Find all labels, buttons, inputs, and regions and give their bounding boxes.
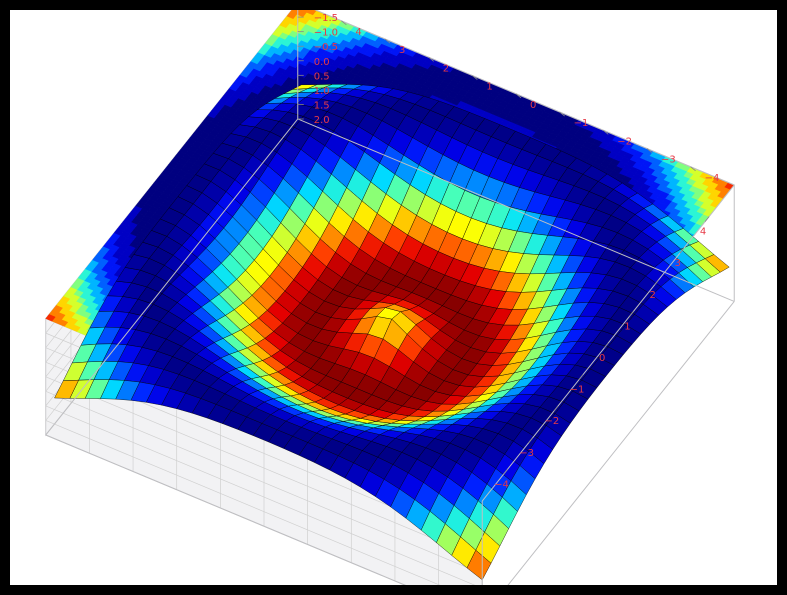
svg-text:1: 1 [486, 82, 492, 93]
surface-3d-plot: −4−3−2−101234−4−3−2−101234−2.0−1.5−1.0−0… [10, 10, 777, 585]
svg-text:2: 2 [443, 63, 449, 74]
svg-text:4: 4 [700, 227, 706, 238]
svg-text:−2: −2 [617, 136, 632, 147]
svg-text:4: 4 [355, 27, 361, 38]
svg-text:−1: −1 [574, 118, 589, 129]
svg-text:3: 3 [399, 45, 405, 56]
svg-text:0: 0 [599, 353, 605, 364]
plot-frame: −4−3−2−101234−4−3−2−101234−2.0−1.5−1.0−0… [10, 10, 777, 585]
svg-text:1: 1 [624, 321, 630, 332]
svg-text:−1: −1 [570, 385, 585, 396]
svg-text:−3: −3 [661, 155, 676, 166]
svg-text:1.5: 1.5 [314, 100, 330, 111]
svg-text:0: 0 [530, 100, 536, 111]
svg-text:0.5: 0.5 [314, 71, 330, 82]
svg-text:0.0: 0.0 [314, 57, 330, 68]
svg-text:−4: −4 [705, 173, 720, 184]
svg-text:−4: −4 [494, 479, 509, 490]
svg-text:−3: −3 [519, 448, 534, 459]
svg-text:−2: −2 [544, 416, 559, 427]
svg-text:2: 2 [649, 290, 655, 301]
svg-text:1.0: 1.0 [314, 86, 330, 97]
svg-text:2.0: 2.0 [314, 115, 330, 126]
svg-text:3: 3 [675, 258, 681, 269]
svg-text:−0.5: −0.5 [314, 42, 338, 53]
svg-text:−1.5: −1.5 [314, 13, 338, 24]
svg-text:−1.0: −1.0 [314, 28, 338, 39]
